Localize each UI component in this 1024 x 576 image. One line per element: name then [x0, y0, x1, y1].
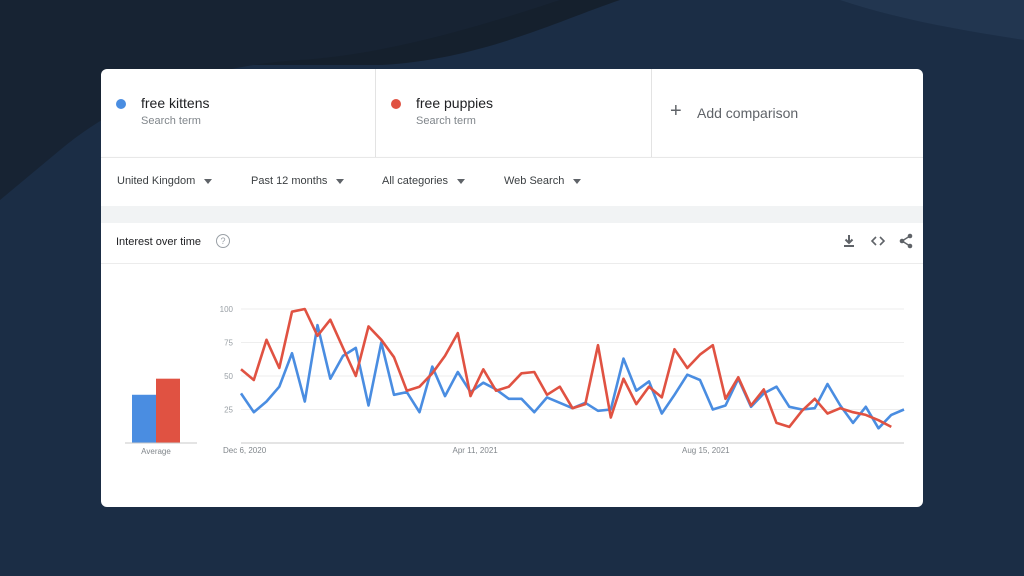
term-name: free puppies — [416, 95, 494, 111]
plus-icon: + — [670, 100, 682, 122]
term-name: free kittens — [141, 95, 210, 111]
term-subtitle: Search term — [141, 115, 201, 127]
term-color-dot — [391, 99, 401, 109]
category-dropdown[interactable]: All categories — [382, 175, 466, 187]
filter-bar: United Kingdom Past 12 months All catego… — [101, 157, 923, 207]
download-icon[interactable] — [840, 232, 858, 250]
chevron-down-icon — [573, 178, 582, 184]
x-tick-label: Dec 6, 2020 — [223, 446, 267, 455]
search-type-value: Web Search — [504, 175, 565, 187]
y-tick-label: 25 — [224, 406, 233, 415]
region-dropdown[interactable]: United Kingdom — [117, 175, 213, 187]
y-tick-label: 50 — [224, 372, 233, 381]
term-free-kittens[interactable]: free kittens Search term — [101, 69, 376, 157]
add-comparison-button[interactable]: + Add comparison — [652, 69, 923, 157]
share-icon[interactable] — [897, 232, 915, 250]
search-terms-row: free kittens Search term free puppies Se… — [101, 69, 923, 157]
section-title: Interest over time — [116, 236, 201, 248]
average-bar-free-puppies — [156, 378, 180, 443]
help-icon[interactable]: ? — [216, 234, 230, 248]
y-tick-label: 100 — [220, 305, 234, 314]
x-tick-label: Apr 11, 2021 — [453, 446, 499, 455]
average-bar-free-kittens — [132, 394, 156, 443]
interest-chart: 100 75 50 25 Dec 6, 2020 Apr 11, 2021 Aug 15, … — [125, 305, 905, 456]
term-color-dot — [116, 99, 126, 109]
category-value: All categories — [382, 175, 449, 187]
interest-over-time-header: Interest over time ? — [101, 223, 923, 264]
search-type-dropdown[interactable]: Web Search — [504, 175, 582, 187]
x-tick-label: Aug 15, 2021 — [682, 446, 730, 455]
add-comparison-label: Add comparison — [697, 105, 799, 121]
chevron-down-icon — [204, 178, 213, 184]
chevron-down-icon — [336, 178, 345, 184]
section-divider — [101, 206, 923, 223]
trends-card: free kittens Search term free puppies Se… — [101, 69, 923, 507]
chevron-down-icon — [457, 178, 466, 184]
series-line-free-puppies — [240, 307, 892, 429]
y-tick-label: 75 — [224, 339, 233, 348]
term-subtitle: Search term — [416, 115, 476, 127]
time-range-dropdown[interactable]: Past 12 months — [251, 175, 345, 187]
average-label: Average — [141, 447, 171, 456]
region-value: United Kingdom — [117, 175, 196, 187]
embed-icon[interactable] — [869, 232, 887, 250]
term-free-puppies[interactable]: free puppies Search term — [376, 69, 652, 157]
time-range-value: Past 12 months — [251, 175, 328, 187]
